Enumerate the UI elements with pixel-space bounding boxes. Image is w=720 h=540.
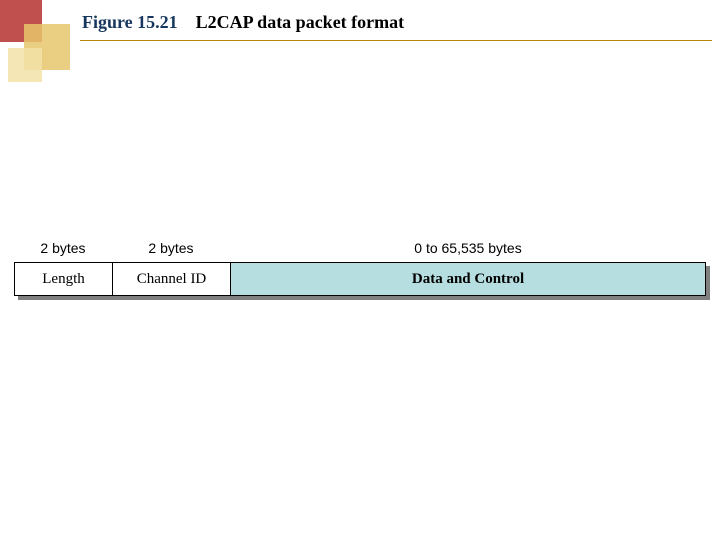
packet-field-row: LengthChannel IDData and Control [14, 262, 706, 296]
slide-decor-icon [0, 0, 70, 90]
figure-caption: L2CAP data packet format [196, 12, 404, 32]
field-size-label: 2 bytes [112, 236, 230, 262]
figure-number: Figure 15.21 [82, 12, 178, 32]
packet-diagram: 2 bytes2 bytes0 to 65,535 bytes LengthCh… [14, 236, 706, 296]
figure-title: Figure 15.21 L2CAP data packet format [82, 12, 404, 33]
packet-shadow-right [706, 266, 710, 300]
packet-shadow-bottom [18, 296, 710, 300]
decor-rect-3 [8, 48, 42, 82]
packet-size-row: 2 bytes2 bytes0 to 65,535 bytes [14, 236, 706, 262]
field-size-label: 0 to 65,535 bytes [230, 236, 706, 262]
decor-squares-icon [0, 0, 70, 90]
packet-field: Data and Control [230, 262, 706, 296]
title-rule [80, 40, 712, 41]
field-size-label: 2 bytes [14, 236, 112, 262]
packet-field: Length [14, 262, 112, 296]
packet-field: Channel ID [112, 262, 230, 296]
